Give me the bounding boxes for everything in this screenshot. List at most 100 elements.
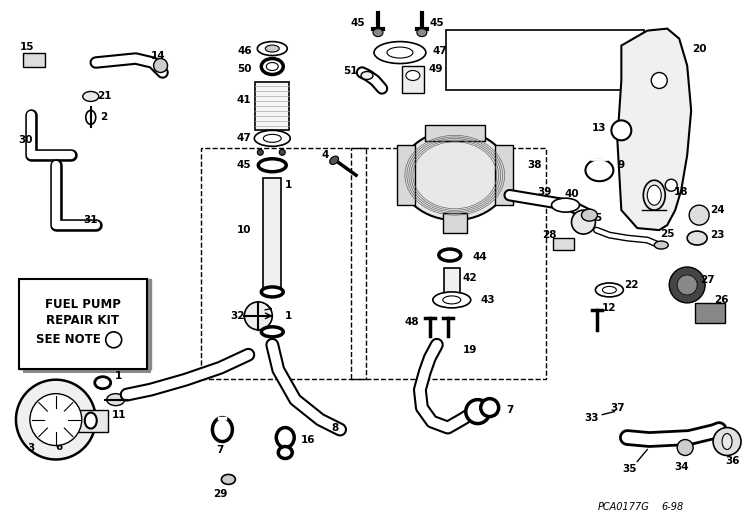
Bar: [23, 283, 151, 373]
Circle shape: [481, 398, 499, 417]
Text: 15: 15: [20, 42, 34, 52]
Circle shape: [677, 440, 693, 455]
Text: 25: 25: [660, 229, 674, 239]
Text: 13: 13: [592, 123, 607, 133]
Text: 21: 21: [98, 92, 112, 101]
Text: SEE NOTE: SEE NOTE: [37, 333, 101, 346]
Text: 4: 4: [322, 150, 328, 160]
Ellipse shape: [217, 424, 227, 435]
Bar: [23, 53, 45, 66]
Text: 29: 29: [213, 490, 227, 500]
Ellipse shape: [82, 92, 99, 101]
Text: 11: 11: [112, 409, 126, 419]
Ellipse shape: [258, 159, 286, 172]
Ellipse shape: [551, 198, 580, 212]
Ellipse shape: [221, 474, 236, 484]
Ellipse shape: [687, 231, 707, 245]
Bar: [424, 125, 484, 141]
Text: 1: 1: [284, 180, 292, 190]
Text: 48: 48: [404, 317, 419, 327]
Text: 28: 28: [542, 230, 556, 240]
Circle shape: [257, 149, 263, 155]
Text: 18: 18: [674, 187, 688, 197]
Polygon shape: [146, 279, 151, 369]
Bar: [202, 148, 366, 379]
Text: 31: 31: [83, 215, 98, 225]
Text: 20: 20: [692, 44, 706, 54]
Bar: [255, 83, 290, 130]
Circle shape: [466, 399, 490, 424]
Ellipse shape: [212, 417, 232, 442]
Text: 6: 6: [56, 442, 62, 452]
Text: 19: 19: [463, 345, 477, 355]
Text: 36: 36: [726, 456, 740, 466]
Bar: [56, 409, 108, 432]
Text: 2: 2: [100, 112, 107, 122]
Text: 39: 39: [537, 187, 552, 197]
Text: 49: 49: [428, 64, 443, 73]
Text: 45: 45: [236, 160, 250, 170]
Ellipse shape: [602, 287, 616, 294]
Ellipse shape: [85, 413, 97, 428]
Ellipse shape: [278, 446, 292, 458]
Text: 45: 45: [430, 17, 444, 27]
Circle shape: [30, 394, 82, 445]
Circle shape: [651, 73, 668, 89]
Ellipse shape: [257, 42, 287, 55]
Bar: [442, 213, 466, 233]
Ellipse shape: [373, 28, 383, 36]
Text: FUEL PUMP: FUEL PUMP: [45, 298, 121, 311]
Ellipse shape: [261, 287, 284, 297]
Text: 6-98: 6-98: [662, 502, 683, 512]
Ellipse shape: [374, 42, 426, 64]
Text: 47: 47: [433, 45, 447, 55]
Ellipse shape: [263, 134, 281, 142]
Text: 45: 45: [351, 17, 365, 27]
Text: 32: 32: [230, 311, 244, 321]
Text: 1: 1: [115, 370, 122, 380]
Ellipse shape: [276, 427, 294, 447]
Bar: [397, 145, 415, 205]
Ellipse shape: [442, 296, 460, 304]
Circle shape: [16, 379, 96, 460]
Ellipse shape: [439, 249, 460, 261]
Circle shape: [665, 179, 677, 191]
Circle shape: [611, 120, 632, 140]
Ellipse shape: [644, 180, 665, 210]
Text: 38: 38: [527, 160, 542, 170]
Ellipse shape: [261, 327, 284, 337]
Ellipse shape: [254, 130, 290, 147]
Circle shape: [689, 205, 709, 225]
Ellipse shape: [94, 377, 111, 389]
Text: 3: 3: [27, 443, 34, 453]
Text: PCA0177G: PCA0177G: [598, 502, 650, 512]
Text: 46: 46: [237, 45, 252, 55]
Text: 1: 1: [284, 311, 292, 321]
Bar: [444, 268, 460, 296]
Text: 34: 34: [674, 463, 688, 473]
Ellipse shape: [581, 209, 598, 221]
Text: 14: 14: [152, 51, 166, 61]
Text: 37: 37: [610, 403, 625, 413]
Polygon shape: [19, 279, 23, 283]
Bar: [695, 303, 725, 323]
Text: 1: 1: [110, 335, 117, 345]
Text: 24: 24: [710, 205, 724, 215]
Ellipse shape: [722, 434, 732, 450]
Circle shape: [677, 275, 698, 295]
Bar: [351, 148, 545, 379]
Ellipse shape: [433, 292, 471, 308]
Bar: [495, 145, 513, 205]
Text: 7: 7: [506, 405, 513, 415]
Ellipse shape: [361, 72, 373, 80]
Text: 41: 41: [236, 95, 250, 105]
Bar: [19, 279, 146, 369]
Ellipse shape: [647, 185, 662, 205]
Ellipse shape: [406, 71, 420, 81]
Text: 44: 44: [472, 252, 487, 262]
Ellipse shape: [592, 165, 607, 175]
Text: 42: 42: [463, 273, 477, 283]
Text: 7: 7: [217, 444, 224, 454]
Ellipse shape: [106, 394, 124, 406]
Bar: [402, 65, 424, 93]
